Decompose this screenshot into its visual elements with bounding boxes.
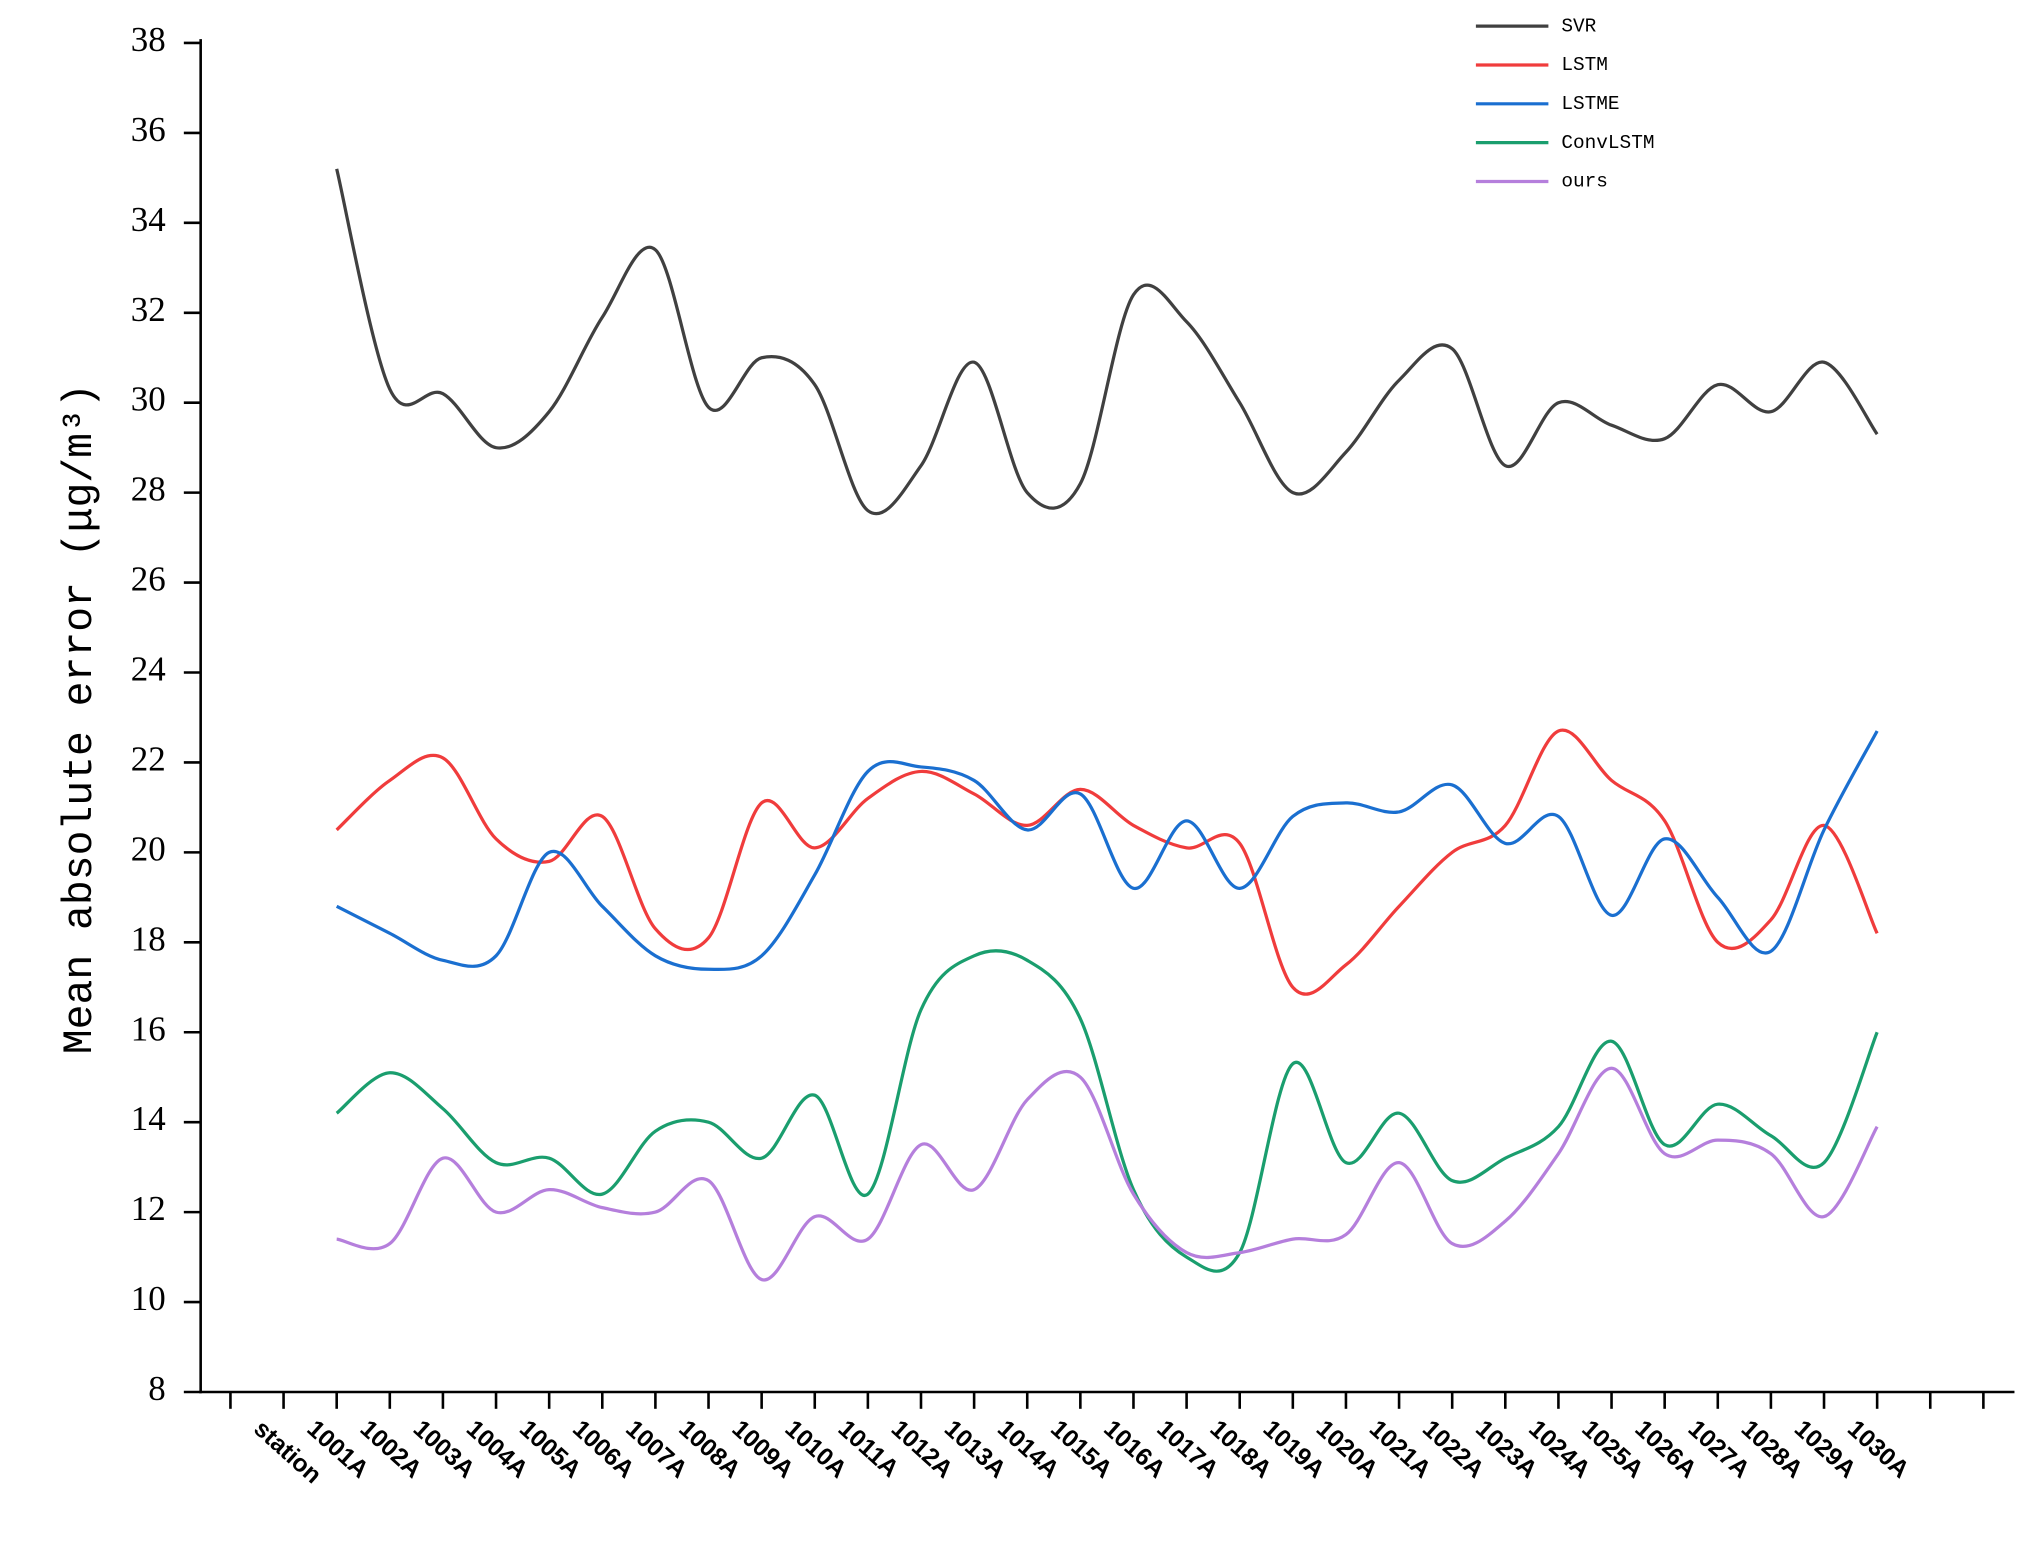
y-tick-label: 34 [131, 200, 166, 239]
legend-label: ours [1561, 171, 1608, 193]
y-tick-label: 18 [131, 919, 166, 958]
series-line [336, 1066, 1879, 1282]
y-tick-label: 8 [148, 1369, 165, 1408]
legend-label: SVR [1561, 15, 1596, 37]
legend-label: ConvLSTM [1561, 132, 1654, 154]
series-line [335, 168, 1879, 516]
y-tick-label: 24 [131, 650, 166, 689]
y-tick-label: 10 [131, 1279, 166, 1318]
y-tick-label: 14 [131, 1099, 166, 1138]
y-tick-label: 38 [131, 20, 166, 59]
series-line [335, 728, 1879, 996]
y-axis-title: Mean absolute error (μg/m³) [58, 383, 104, 1054]
legend-label: LSTM [1561, 54, 1608, 76]
legend-label: LSTME [1561, 93, 1619, 115]
y-tick-label: 20 [131, 829, 166, 868]
series-line [335, 949, 1879, 1273]
series-line [335, 730, 1879, 972]
x-tick-label: 1030A [1842, 1415, 1914, 1484]
y-tick-label: 12 [131, 1189, 166, 1228]
y-tick-label: 22 [131, 739, 166, 778]
y-tick-label: 28 [131, 470, 166, 509]
y-tick-label: 36 [131, 110, 166, 149]
y-tick-label: 16 [131, 1009, 166, 1048]
y-tick-label: 26 [131, 560, 166, 599]
y-tick-label: 30 [131, 380, 166, 419]
y-tick-label: 32 [131, 290, 166, 329]
